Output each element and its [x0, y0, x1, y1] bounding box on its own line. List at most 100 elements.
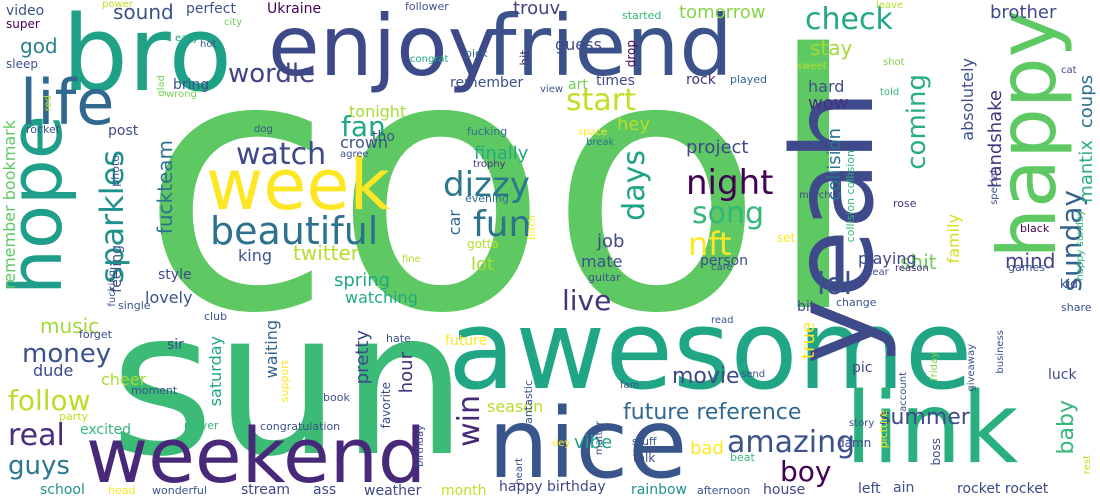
- word-guess: guess: [555, 35, 602, 54]
- word-care: care: [711, 262, 733, 273]
- word-boss: boss: [929, 438, 943, 466]
- word-sir: sir: [167, 337, 184, 353]
- word-tho: tho: [372, 129, 395, 145]
- word-set: set: [777, 231, 796, 245]
- word-live: live: [562, 284, 612, 317]
- word-ain: ain: [893, 480, 915, 496]
- word-rocket: rocket: [26, 123, 61, 136]
- word-head: head: [108, 484, 136, 497]
- word-rainbow: rainbow: [631, 482, 687, 498]
- word-wordle: wordle: [228, 59, 316, 89]
- word-drop: drop: [624, 40, 638, 68]
- word-video: video: [6, 3, 45, 19]
- word-wrong: wrong: [166, 89, 197, 100]
- word-fuckteam: fuckteam: [153, 140, 177, 235]
- word-cool: cool: [140, 0, 863, 391]
- word-shot: shot: [883, 57, 905, 68]
- word-weather: weather: [364, 483, 422, 499]
- word-trouv: trouv: [513, 0, 561, 19]
- word-happy-birthday: happy birthday: [499, 479, 606, 495]
- word-watching: watching: [345, 288, 418, 307]
- word-fan: fan: [341, 110, 386, 143]
- word-car: car: [445, 210, 464, 236]
- word-happy-sunday: happy sunday: [1075, 210, 1086, 281]
- word-absolutely: absolutely: [958, 58, 977, 141]
- word-games: games: [1008, 261, 1045, 274]
- word-ukraine: Ukraine: [267, 1, 322, 17]
- word-pretty: pretty: [352, 330, 373, 385]
- word-collision-collision: collision collision: [844, 150, 857, 243]
- word-person: person: [700, 253, 748, 269]
- word-club: club: [204, 310, 228, 323]
- word-kid: kid: [1060, 277, 1078, 291]
- word-bitch: bitch: [527, 215, 538, 240]
- word-rest: rest: [1082, 455, 1093, 475]
- word-follow: follow: [8, 384, 91, 417]
- word-nice: nice: [488, 388, 688, 500]
- word-favorite: favorite: [379, 382, 393, 429]
- word-hard: hard: [808, 77, 845, 96]
- word-life: life: [20, 66, 115, 139]
- word-fam: fam: [620, 380, 640, 391]
- word-rose: rose: [893, 197, 917, 210]
- word-tonight: tonight: [349, 102, 407, 121]
- word-matter: matter: [594, 421, 605, 455]
- word-night: night: [686, 163, 774, 203]
- word-reason: reason: [895, 263, 929, 274]
- word-send: send: [741, 369, 766, 380]
- word-family: family: [944, 214, 963, 264]
- word-sleep: sleep: [6, 57, 38, 71]
- word-dizzy: dizzy: [443, 165, 530, 205]
- word-remember: remember: [450, 75, 524, 91]
- word-special: special: [989, 170, 1000, 205]
- word-vibe: vibe: [574, 432, 613, 453]
- word-break: break: [586, 137, 615, 148]
- word-ass: ass: [313, 482, 337, 498]
- word-lovely: lovely: [145, 288, 193, 307]
- word-fucking-b: fucking: [107, 270, 118, 307]
- word-fucking-a: fucking: [467, 125, 508, 138]
- word-remember-bookmark: remember bookmark: [0, 120, 19, 289]
- word-read: read: [711, 315, 734, 326]
- word-baby: baby: [1054, 400, 1079, 455]
- word-picture: picture: [877, 410, 890, 449]
- word-fine: fine: [402, 254, 421, 265]
- word-season: season: [487, 397, 544, 416]
- word-lol: lol: [817, 267, 853, 302]
- word-photo: photo: [109, 155, 122, 187]
- word-saturday: saturday: [206, 336, 225, 407]
- word-job: job: [597, 231, 625, 252]
- word-rock: rock: [686, 72, 716, 88]
- word-king: king: [238, 246, 273, 265]
- word-player: player: [184, 419, 219, 432]
- word-awesome: awesome: [448, 286, 973, 414]
- word-friend: friend: [487, 0, 733, 95]
- word-nft: nft: [688, 225, 732, 263]
- word-red: red: [43, 95, 54, 112]
- word-school: school: [40, 482, 85, 498]
- word-pick: pick: [465, 47, 488, 60]
- word-birthday: birthday: [415, 425, 426, 467]
- word-stuff: stuff: [632, 435, 657, 448]
- word-enjoy: enjoy: [268, 0, 498, 95]
- word-giveaway: giveaway: [966, 344, 977, 392]
- word-share: share: [1061, 301, 1092, 314]
- word-business: business: [995, 330, 1006, 374]
- word-lot: lot: [471, 254, 495, 275]
- word-crown: crown: [340, 133, 389, 152]
- word-beautiful: beautiful: [210, 209, 379, 253]
- word-moment: moment: [131, 384, 178, 397]
- word-mantix: mantix: [1076, 140, 1097, 203]
- word-money: money: [22, 339, 112, 369]
- word-sweet: sweet: [797, 61, 827, 72]
- word-weekend: weekend: [86, 411, 427, 500]
- word-super: super: [6, 17, 40, 31]
- word-excited: excited: [80, 422, 131, 438]
- word-party: party: [59, 410, 89, 423]
- word-dog: dog: [254, 124, 273, 135]
- word-cat: cat: [1061, 65, 1077, 76]
- word-book: book: [323, 391, 350, 404]
- word-wow: wow: [808, 93, 849, 114]
- word-trophy: trophy: [473, 159, 506, 170]
- word-bro: bro: [62, 0, 233, 115]
